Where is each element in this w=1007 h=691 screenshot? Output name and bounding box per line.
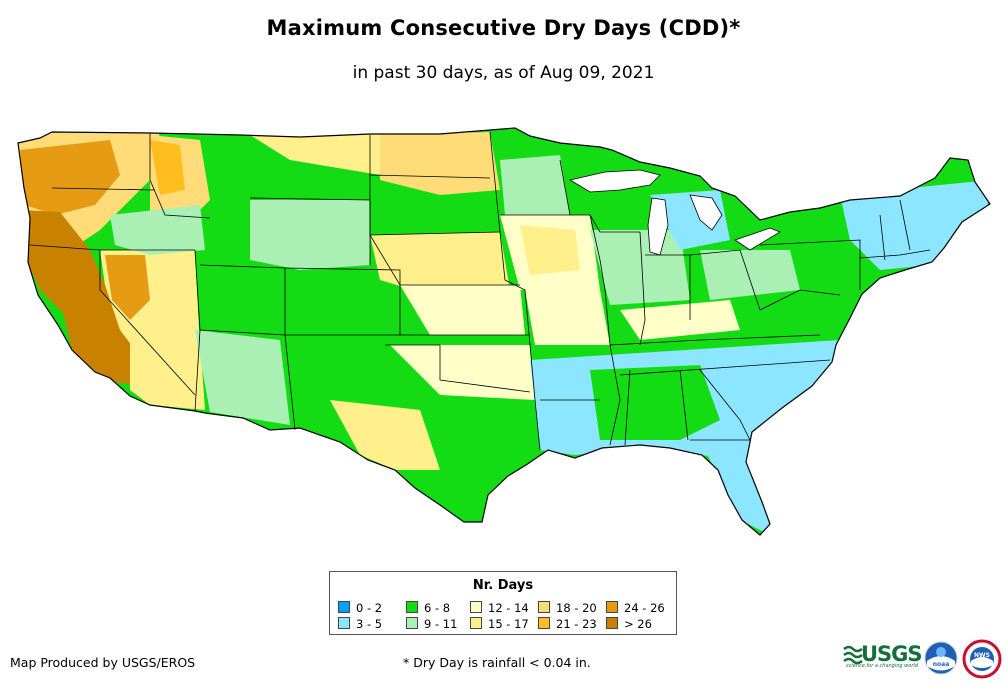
legend-label: 15 - 17 — [488, 617, 529, 631]
dry-region-nebraska — [370, 232, 510, 295]
dry-region-oklahoma — [390, 345, 535, 400]
legend-item: 12 - 14 — [470, 601, 529, 615]
legend-swatch — [470, 601, 482, 613]
legend-swatch — [338, 601, 350, 613]
lake-superior — [568, 169, 661, 193]
legend-item: 6 - 8 — [406, 601, 450, 615]
usgs-logo-text: USGS — [861, 642, 923, 666]
legend-item: > 26 — [606, 617, 652, 631]
legend-swatch — [406, 617, 418, 629]
legend-label: 3 - 5 — [356, 617, 383, 631]
dry-region-kentucky — [620, 300, 740, 340]
legend-swatch — [538, 617, 550, 629]
usgs-tagline: science for a changing world — [846, 663, 918, 669]
legend-item: 0 - 2 — [338, 601, 382, 615]
nws-logo-icon: NWS — [962, 639, 1002, 679]
map-subtitle: in past 30 days, as of Aug 09, 2021 — [352, 63, 655, 83]
lake-huron — [689, 194, 723, 231]
legend-item: 15 - 17 — [470, 617, 529, 631]
legend-swatch — [606, 601, 618, 613]
legend-label: 18 - 20 — [556, 601, 597, 615]
legend-label: 0 - 2 — [356, 601, 383, 615]
dry-region-iowa-core — [520, 225, 580, 275]
dry-region-texas-west — [330, 400, 440, 470]
legend: Nr. Days 0 - 2 3 - 5 6 - 8 9 - 11 12 - 14 15 … — [329, 571, 677, 635]
legend-label: 12 - 14 — [488, 601, 529, 615]
moist-region-midwest — [590, 230, 690, 305]
footnote-text: * Dry Day is rainfall < 0.04 in. — [403, 655, 591, 670]
legend-title: Nr. Days — [472, 578, 534, 593]
moist-region-wyoming — [250, 200, 370, 270]
legend-label: 24 - 26 — [624, 601, 665, 615]
nws-logo-text: NWS — [974, 652, 990, 659]
noaa-logo-icon: noaa — [924, 641, 958, 675]
dry-region-north-dakota — [380, 132, 500, 195]
legend-label: 21 - 23 — [556, 617, 597, 631]
conus-cdd-map — [17, 127, 991, 536]
legend-item: 24 - 26 — [606, 601, 665, 615]
legend-label: 9 - 11 — [424, 617, 458, 631]
legend-item: 3 - 5 — [338, 617, 382, 631]
moist-region-minnesota — [500, 155, 570, 215]
dry-region-idaho-orange — [150, 140, 185, 195]
moist-region-idaho-south — [110, 205, 205, 255]
moist-region-ohio-valley — [700, 250, 800, 300]
legend-label: 6 - 8 — [424, 601, 451, 615]
legend-item: 21 - 23 — [538, 617, 597, 631]
map-title: Maximum Consecutive Dry Days (CDD)* — [266, 16, 741, 40]
legend-swatch — [406, 601, 418, 613]
dry-region-nevada-inner — [105, 255, 150, 320]
legend-label: > 26 — [624, 617, 652, 631]
dry-region-kansas — [400, 285, 525, 335]
dry-region-missouri — [525, 290, 610, 345]
moist-region-arizona — [195, 330, 290, 425]
legend-swatch — [470, 617, 482, 629]
legend-swatch — [538, 601, 550, 613]
state-borders — [29, 131, 931, 451]
lake-erie — [734, 227, 781, 251]
credit-text: Map Produced by USGS/EROS — [10, 655, 196, 670]
legend-swatch — [606, 617, 618, 629]
wet-region-gulf — [590, 365, 720, 440]
legend-item: 18 - 20 — [538, 601, 597, 615]
wet-region-florida — [700, 430, 770, 535]
noaa-logo-text: noaa — [933, 661, 950, 668]
legend-item: 9 - 11 — [406, 617, 457, 631]
dry-region-oregon — [20, 140, 120, 215]
usgs-wave-icon — [843, 645, 863, 665]
dry-region-arizona-west — [130, 340, 205, 410]
legend-swatch — [338, 617, 350, 629]
